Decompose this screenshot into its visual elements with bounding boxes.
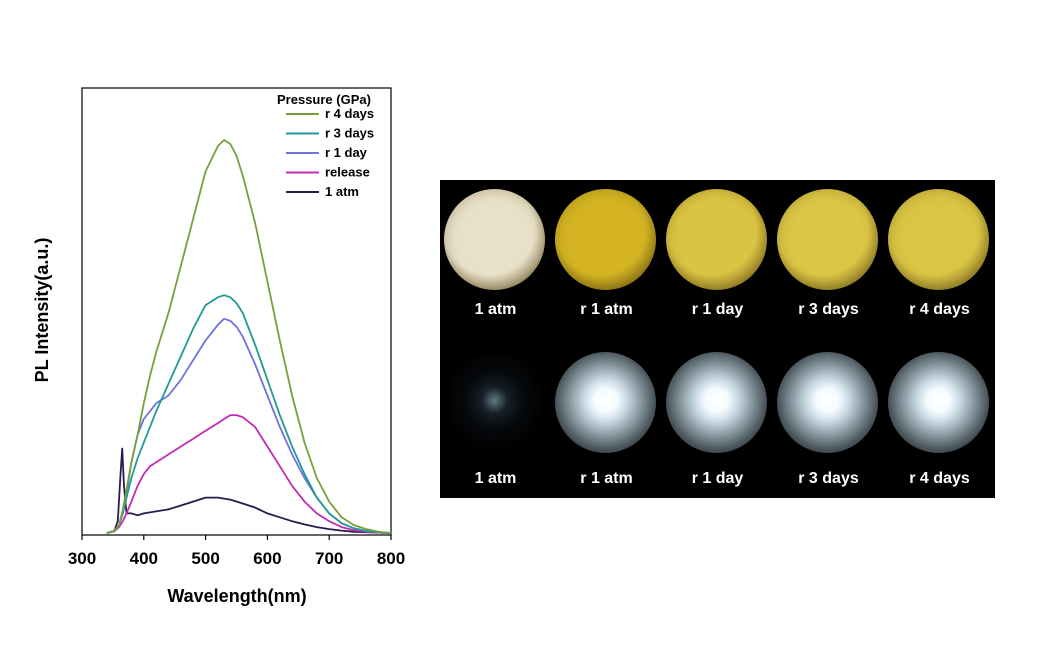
series-line-r-1-day <box>106 317 392 534</box>
photo-cell: r 3 days <box>773 180 884 339</box>
photo-cell: r 3 days <box>773 332 884 498</box>
photoluminescence-image <box>888 352 989 453</box>
legend-label: r 4 days <box>325 106 374 121</box>
photoluminescence-row: 1 atm r 1 atm r 1 day r 3 days r 4 days <box>440 332 995 498</box>
legend-title: Pressure (GPa) <box>277 92 371 107</box>
x-axis-label: Wavelength(nm) <box>167 586 306 606</box>
photo-label: r 1 atm <box>580 470 633 487</box>
photo-label: r 4 days <box>909 470 970 487</box>
legend-label: release <box>325 165 370 180</box>
photoluminescence-image <box>444 352 545 453</box>
bright-field-image <box>777 189 878 290</box>
photo-label: r 1 day <box>691 301 744 318</box>
photo-label: r 3 days <box>798 301 859 318</box>
photo-cell: r 4 days <box>884 180 995 339</box>
x-tick-label: 300 <box>68 549 96 568</box>
bright-field-row: 1 atm r 1 atm r 1 day r 3 days r 4 days <box>440 180 995 339</box>
series-line-release <box>106 414 392 534</box>
x-tick-label: 500 <box>191 549 219 568</box>
photo-cell: r 1 day <box>662 180 773 339</box>
series-layer <box>106 139 392 534</box>
photo-cell: r 1 atm <box>551 332 662 498</box>
x-tick-label: 400 <box>130 549 158 568</box>
x-axis-ticks: 300 400 500 600 700 800 <box>68 535 405 568</box>
photo-label: r 1 atm <box>580 301 633 318</box>
series-line-1-atm <box>106 447 392 534</box>
bright-field-image <box>888 189 989 290</box>
photo-label: r 1 day <box>691 470 744 487</box>
bright-field-image <box>444 189 545 290</box>
series-line-r-4-days <box>106 139 392 534</box>
plot-area <box>81 87 392 536</box>
photo-label: 1 atm <box>474 301 517 318</box>
x-tick-label: 700 <box>315 549 343 568</box>
legend-label: r 3 days <box>325 126 374 141</box>
bright-field-image <box>555 189 656 290</box>
bright-field-image <box>666 189 767 290</box>
photo-label: r 4 days <box>909 301 970 318</box>
photo-label: 1 atm <box>474 470 517 487</box>
photoluminescence-image <box>777 352 878 453</box>
x-tick-label: 800 <box>377 549 405 568</box>
photo-label: r 3 days <box>798 470 859 487</box>
x-tick-label: 600 <box>253 549 281 568</box>
plot-border <box>81 87 392 536</box>
y-axis-label: PL Intensity(a.u.) <box>32 238 52 383</box>
legend: Pressure (GPa) r 4 days r 3 days r 1 day re… <box>277 92 374 199</box>
photo-cell: r 4 days <box>884 332 995 498</box>
microscope-photo-panel: 1 atm r 1 atm r 1 day r 3 days r 4 days 1 at… <box>440 180 995 498</box>
legend-label: r 1 day <box>325 145 368 160</box>
photo-cell: r 1 atm <box>551 180 662 339</box>
photoluminescence-image <box>555 352 656 453</box>
series-line-r-3-days <box>106 294 392 534</box>
photo-cell: 1 atm <box>440 332 551 498</box>
photoluminescence-image <box>666 352 767 453</box>
photo-cell: r 1 day <box>662 332 773 498</box>
photo-cell: 1 atm <box>440 180 551 339</box>
legend-label: 1 atm <box>325 184 359 199</box>
